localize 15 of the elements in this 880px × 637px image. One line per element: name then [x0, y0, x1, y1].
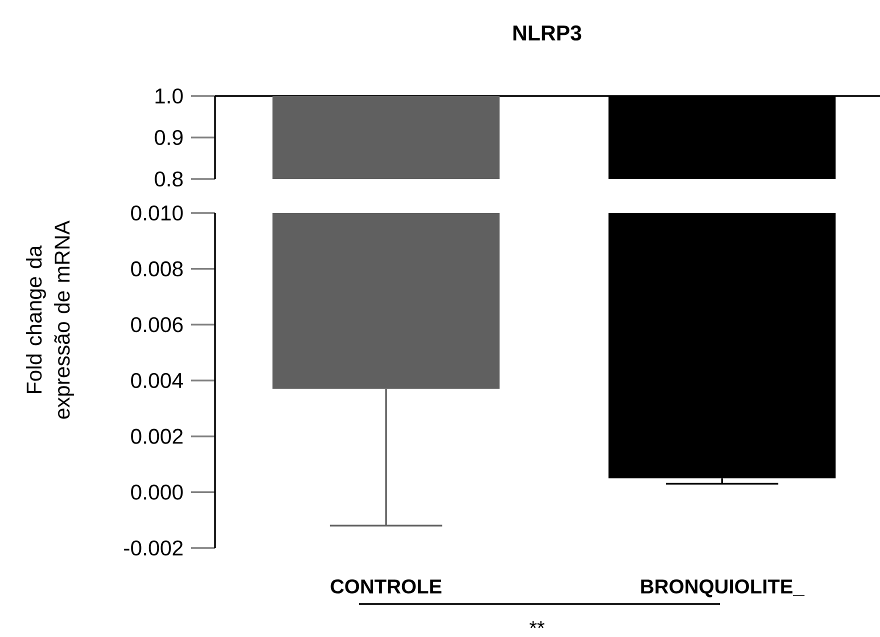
y-tick-label: 0.8 [154, 171, 183, 187]
chart-title: NLRP3 [513, 25, 582, 41]
x-tick-label: CONTROLE [330, 579, 442, 594]
y-tick-label: 0.010 [131, 205, 183, 221]
y-tick-label: 0.000 [131, 484, 183, 500]
y-axis-title: Fold change da expressão de mRNA [26, 220, 74, 419]
x-tick-label: BRONQUIOLITE_ [641, 579, 804, 598]
y-tick-label: 1.0 [156, 88, 183, 104]
y-tick-label: -0.002 [124, 540, 183, 556]
y-tick-label: 0.9 [154, 130, 183, 146]
text: ** [530, 621, 544, 628]
y-tick-label: 0.008 [131, 261, 183, 276]
y-tick-label: 0.006 [131, 317, 183, 332]
y-tick-label: 0.002 [131, 428, 183, 444]
y-tick-label: 0.004 [131, 372, 183, 388]
